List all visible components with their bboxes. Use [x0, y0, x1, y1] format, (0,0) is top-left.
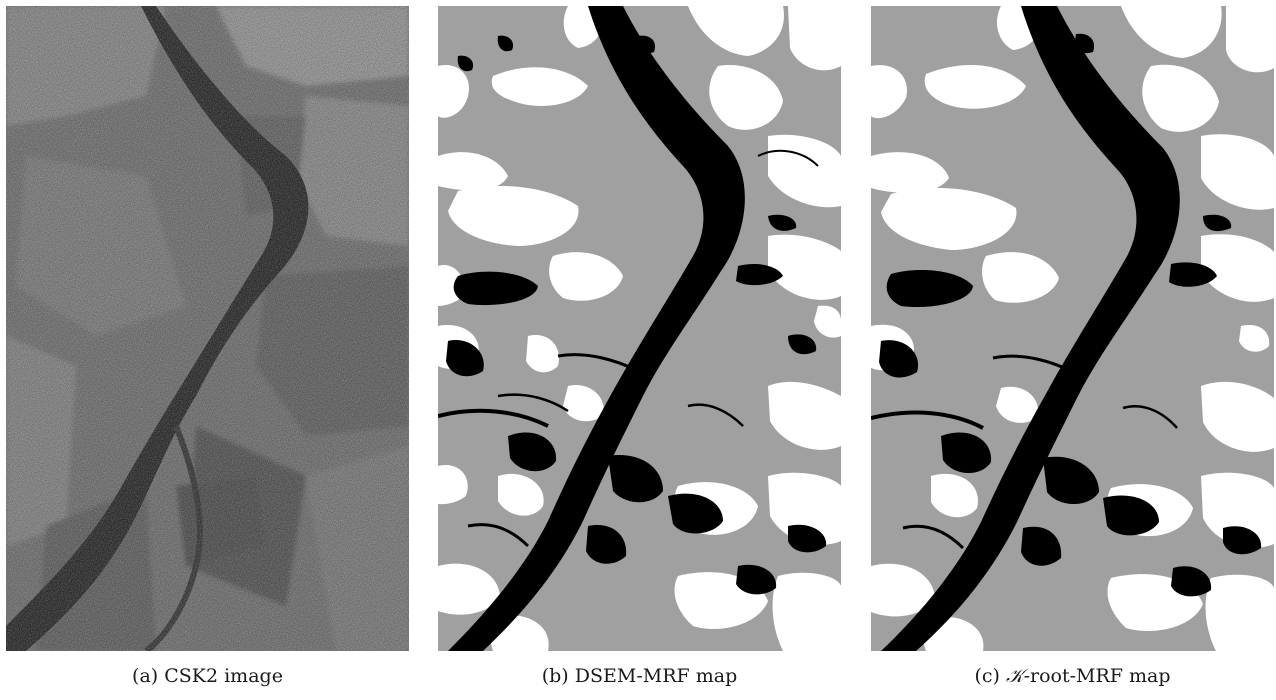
caption-a-label: (a) [132, 665, 159, 687]
dsem-mrf-map-panel [438, 6, 841, 651]
dark-streaks [438, 149, 819, 548]
dsem-mrf-map [438, 6, 841, 651]
caption-b-label: (b) [541, 665, 569, 687]
caption-c: (c) 𝒦-root-MRF map [871, 665, 1274, 687]
sar-image-panel [6, 6, 409, 651]
caption-c-label: (c) [974, 665, 1000, 687]
caption-c-text: -root-MRF map [1023, 665, 1171, 687]
caption-c-symbol: 𝒦 [1005, 665, 1024, 687]
caption-a-text: CSK2 image [164, 665, 283, 687]
csk2-sar-image [6, 6, 409, 651]
sar-speckle-dark [6, 6, 409, 651]
k-root-mrf-map [871, 6, 1274, 651]
caption-a: (a) CSK2 image [6, 665, 409, 687]
bright-regions [871, 6, 1274, 651]
caption-b-text: DSEM-MRF map [574, 665, 738, 687]
water-regions [879, 6, 1262, 651]
caption-b: (b) DSEM-MRF map [438, 665, 841, 687]
k-root-mrf-map-panel [871, 6, 1274, 651]
water-regions [446, 6, 827, 651]
bright-regions [438, 6, 841, 651]
dark-streaks [871, 354, 1178, 550]
